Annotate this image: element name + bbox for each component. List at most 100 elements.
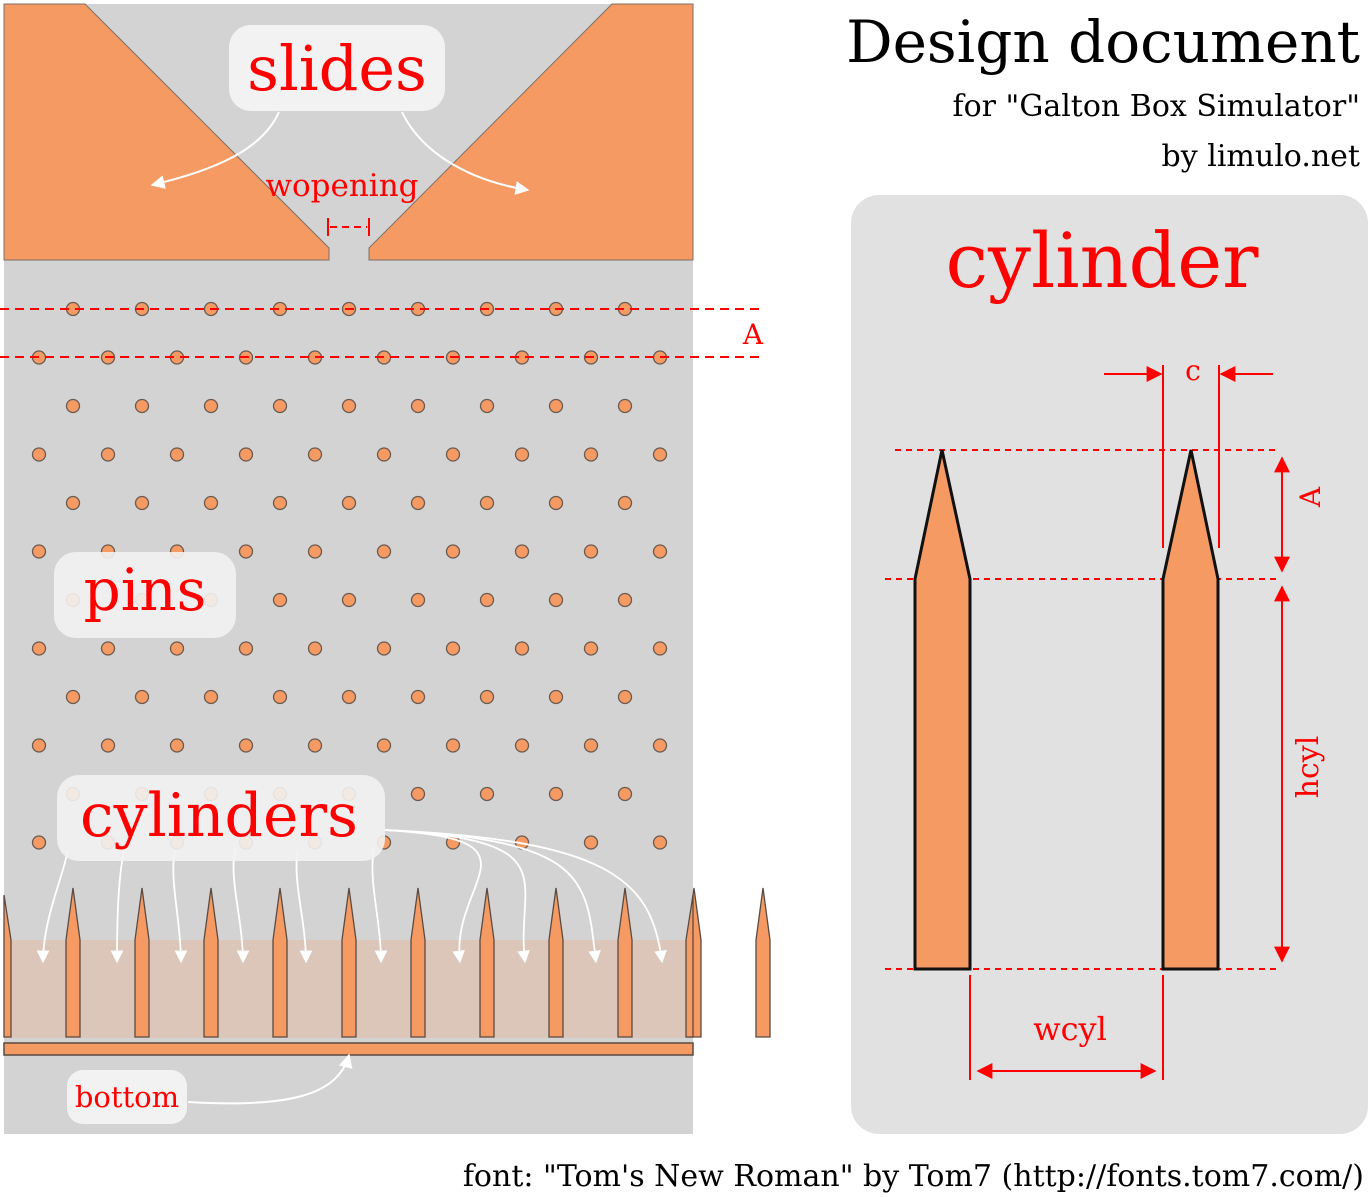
pin [31,544,47,559]
pin [548,689,564,705]
row-spacing-label: A [742,318,764,351]
dimension-a-label: A [1294,486,1327,508]
cylinders-arrow [384,829,530,964]
pin [203,398,219,414]
pin [548,495,564,511]
pins-label-box [54,552,236,638]
pin [203,495,219,511]
cylinders-arrow [384,829,667,964]
pin [410,398,426,414]
pin [479,786,495,802]
cylinders-arrow [384,829,482,964]
pin [617,398,633,414]
pin [307,738,323,753]
pin [445,544,461,559]
pin [652,544,668,559]
pin [238,447,254,462]
pin [548,398,564,414]
pin [617,495,633,511]
pin [341,689,357,705]
pin [410,786,426,802]
wopening-label: wopening [265,168,418,204]
pin [376,738,392,753]
pin [410,592,426,608]
slides-arrow-right [401,111,530,195]
cylinder-right [1161,449,1220,971]
pin [341,495,357,511]
pin [583,738,599,753]
document-subtitle: for "Galton Box Simulator" [953,89,1360,124]
cylinder [617,887,633,1038]
cylinder [479,887,495,1038]
cylinder-edge [685,894,694,1038]
pin [583,641,599,656]
pin [548,592,564,608]
cylinders-label: cylinders [80,781,358,851]
pin [307,641,323,656]
pin [203,689,219,705]
slides-arrow-left [150,111,280,189]
bottom-plate [3,1042,694,1056]
pin [479,495,495,511]
pin [376,641,392,656]
pin [134,495,150,511]
cylinder-detail-panel: cylinder c A hcyl [851,195,1368,1134]
pin [100,641,116,656]
cylinders-arrows [36,829,667,964]
cylinder [272,887,288,1038]
pin [617,786,633,802]
left-slide [3,3,330,261]
cylinder [341,887,357,1038]
pin [617,689,633,705]
pin [238,641,254,656]
pin [445,738,461,753]
bottom-arrow [187,1053,353,1105]
pin [238,544,254,559]
panel-background [851,195,1368,1134]
pin [65,689,81,705]
pin [514,544,530,559]
pin [169,447,185,462]
document-title: Design document [846,8,1360,76]
pin [341,398,357,414]
pin [31,641,47,656]
cylinder [755,887,771,1038]
pin [652,641,668,656]
pin [445,447,461,462]
cylinder [134,887,150,1038]
pin [341,592,357,608]
pins-label: pins [84,556,207,624]
pin [410,689,426,705]
pin [410,495,426,511]
dimension-hcyl-label: hcyl [1291,736,1326,799]
pin [652,835,668,850]
cylinders-arrow [371,849,388,964]
pins-grid [31,301,668,850]
pin [376,447,392,462]
pin [445,641,461,656]
pin [31,447,47,462]
dimension-hcyl: hcyl [1274,585,1326,963]
pin [583,835,599,850]
pin [65,495,81,511]
pin [307,544,323,559]
panel-title: cylinder [945,216,1259,305]
cylinder [548,887,564,1038]
pin [134,398,150,414]
pin [134,689,150,705]
cylinder-edge [3,894,12,1038]
cylinders-arrow [384,829,601,964]
pin [479,592,495,608]
slides-label: slides [247,32,427,105]
pin [514,447,530,462]
cylinders-label-box [57,775,385,861]
pin [479,398,495,414]
document-author: by limulo.net [1162,139,1360,174]
galton-board: slides wopening A pins cylinders [0,3,771,1134]
pin [272,495,288,511]
pin [272,592,288,608]
slides-label-box [229,25,445,111]
pin [100,738,116,753]
pin [583,447,599,462]
dimension-a: A [1274,456,1327,573]
